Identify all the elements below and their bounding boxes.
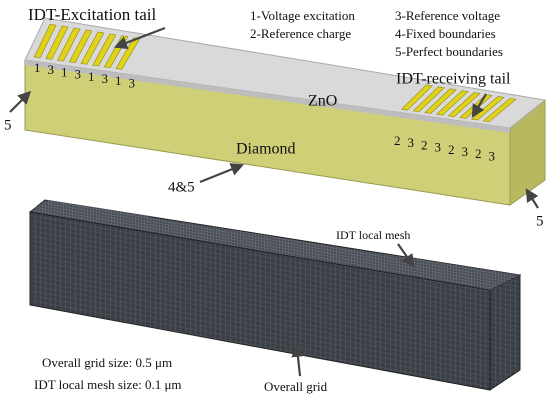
boundary-label: 5 [4,117,12,133]
electrode [412,86,445,113]
electrode-number: 3 [462,144,469,159]
substrate-model [24,17,547,206]
electrode-number: 3 [129,75,136,90]
zno-layer-edge [25,60,510,133]
electrode-number: 3 [102,71,109,86]
electrode-number: 2 [421,137,428,152]
electrode [57,27,81,62]
grid-size-label: Overall grid size: 0.5 μm [42,355,172,370]
excitation-label: IDT-Excitation tail [28,5,157,24]
boundary-label: 4&5 [168,179,195,195]
electrode [482,98,517,123]
electrode-number: 1 [115,73,122,88]
overall-grid-label: Overall grid [264,379,328,394]
electrode-number: 3 [75,67,82,82]
electrode-number: 3 [48,62,55,77]
electrode-number: 3 [489,148,496,163]
arrow [199,163,245,184]
local-mesh-right [380,257,520,290]
electrode-number: 2 [394,133,401,148]
arrow [397,243,415,268]
electrode [400,84,433,111]
electrode [45,25,69,60]
electrode [92,33,117,67]
arrow [9,90,32,113]
receiving-label: IDT-receiving tail [396,71,511,88]
electrode-number: 1 [88,69,95,84]
arrow [525,188,539,209]
electrode [80,31,105,65]
legend-item: 5-Perfect boundaries [395,44,503,59]
electrode-number: 3 [435,140,442,155]
electrode [435,90,469,116]
boundary-label: 5 [536,213,544,229]
electrode [447,92,481,118]
electrode-number: 2 [475,146,482,161]
legend-item: 4-Fixed boundaries [395,26,496,41]
local-size-label: IDT local mesh size: 0.1 μm [34,377,182,392]
mesh-model [28,199,522,391]
electrode [33,23,57,59]
electrode-number: 1 [34,60,41,75]
electrode-number: 3 [408,135,415,150]
zno-label: ZnO [308,93,337,110]
legend-item: 2-Reference charge [250,26,351,41]
local-mesh-label: IDT local mesh [336,228,410,242]
arrow [291,343,305,377]
electrode-number: 1 [61,64,68,79]
electrode-number: 2 [448,142,455,157]
legend-item: 1-Voltage excitation [250,8,355,23]
arrow [471,93,487,118]
mesh-end-face [489,274,521,391]
local-mesh-left [33,200,150,227]
electrode [424,88,457,114]
arrow [113,26,166,50]
legend-item: 3-Reference voltage [395,8,500,23]
electrode [68,29,93,63]
diamond-label: Diamond [236,141,296,158]
